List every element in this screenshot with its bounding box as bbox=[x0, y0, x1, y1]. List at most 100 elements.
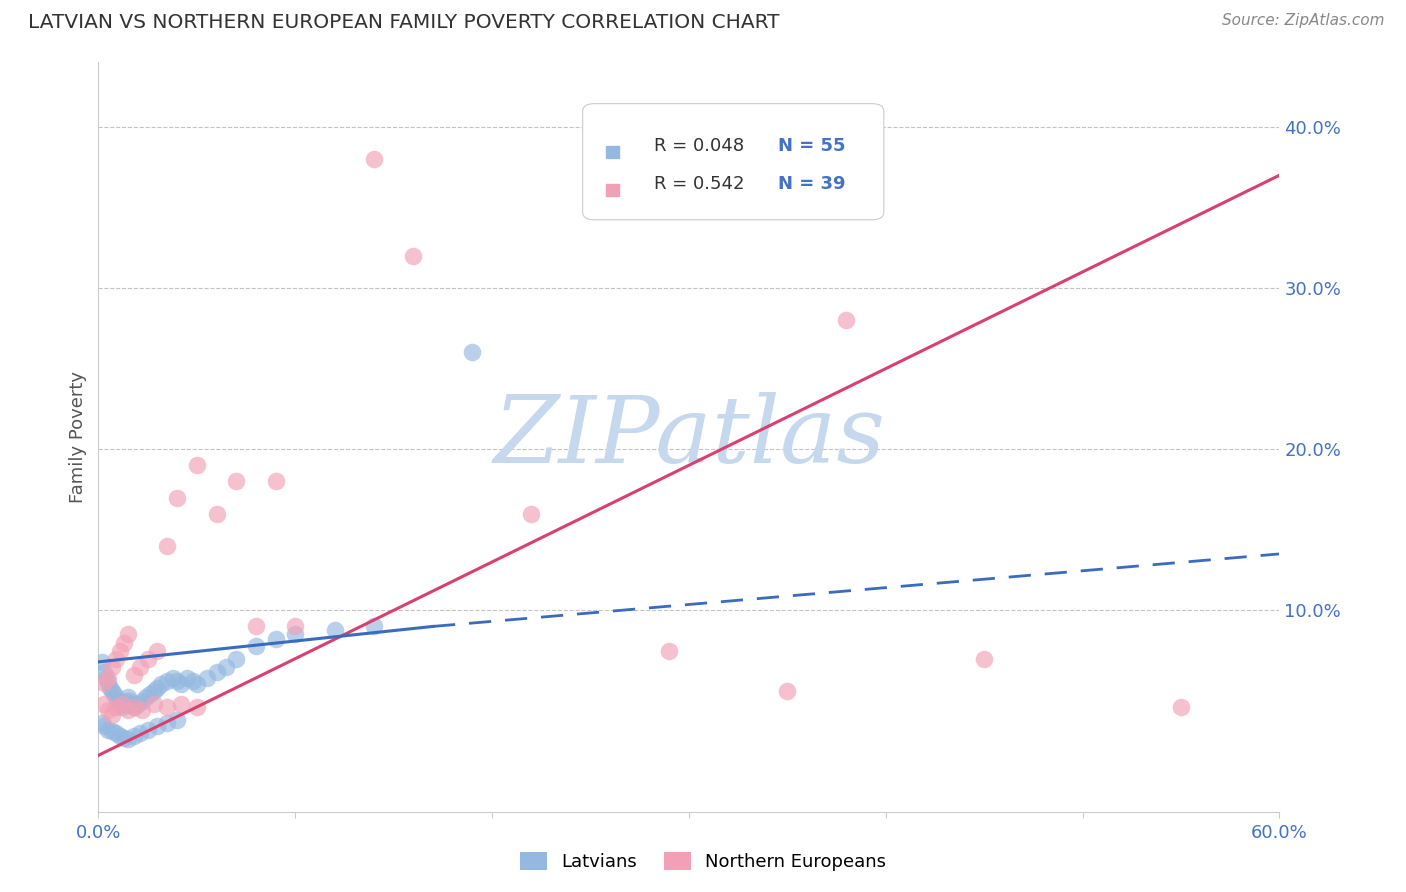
Point bbox=[105, 725, 128, 739]
Point bbox=[264, 632, 287, 647]
Bar bbox=[606, 146, 619, 159]
Point bbox=[117, 703, 139, 717]
Text: LATVIAN VS NORTHERN EUROPEAN FAMILY POVERTY CORRELATION CHART: LATVIAN VS NORTHERN EUROPEAN FAMILY POVE… bbox=[28, 13, 779, 32]
Point bbox=[186, 458, 208, 473]
Text: N = 39: N = 39 bbox=[778, 175, 845, 193]
Point bbox=[122, 667, 145, 681]
Point bbox=[127, 697, 149, 711]
Point bbox=[195, 671, 218, 685]
Bar bbox=[606, 184, 619, 196]
Point bbox=[111, 700, 134, 714]
Point bbox=[112, 697, 135, 711]
Point bbox=[103, 687, 125, 701]
Point bbox=[1170, 700, 1192, 714]
Point bbox=[101, 708, 124, 723]
Point bbox=[323, 623, 346, 637]
Point bbox=[658, 643, 681, 657]
Point bbox=[138, 687, 160, 701]
Point bbox=[122, 700, 145, 714]
Point bbox=[142, 684, 165, 698]
Point bbox=[156, 700, 179, 714]
Point bbox=[146, 719, 169, 733]
Point bbox=[520, 507, 543, 521]
Point bbox=[156, 674, 179, 689]
Point bbox=[142, 697, 165, 711]
Point bbox=[105, 690, 128, 705]
Point bbox=[363, 152, 385, 166]
Point bbox=[97, 703, 120, 717]
Point bbox=[136, 651, 159, 665]
Point bbox=[146, 681, 169, 695]
Point bbox=[225, 475, 247, 489]
Point bbox=[108, 643, 131, 657]
Point bbox=[973, 651, 995, 665]
Point bbox=[284, 627, 307, 641]
Point bbox=[205, 507, 228, 521]
Point bbox=[225, 651, 247, 665]
Point bbox=[162, 671, 184, 685]
Point bbox=[363, 619, 385, 633]
Point bbox=[97, 723, 120, 737]
Legend: Latvians, Northern Europeans: Latvians, Northern Europeans bbox=[512, 845, 894, 879]
Point bbox=[128, 659, 150, 673]
Point bbox=[186, 700, 208, 714]
Point bbox=[166, 713, 188, 727]
Point bbox=[96, 671, 118, 685]
Point bbox=[111, 697, 134, 711]
Point bbox=[112, 731, 135, 745]
Point bbox=[101, 724, 124, 739]
Point bbox=[117, 732, 139, 747]
Point bbox=[131, 703, 153, 717]
Point bbox=[176, 671, 198, 685]
Point bbox=[215, 659, 238, 673]
Point bbox=[105, 700, 128, 714]
Point bbox=[97, 671, 120, 685]
Point bbox=[170, 677, 193, 691]
Point bbox=[105, 651, 128, 665]
Point bbox=[264, 475, 287, 489]
Point bbox=[91, 716, 114, 731]
Point bbox=[150, 677, 173, 691]
Point bbox=[136, 723, 159, 737]
Point bbox=[245, 639, 267, 653]
Point bbox=[91, 655, 114, 669]
Point bbox=[128, 725, 150, 739]
Point bbox=[108, 729, 131, 743]
Point bbox=[156, 539, 179, 553]
Text: N = 55: N = 55 bbox=[778, 137, 845, 155]
Point bbox=[101, 684, 124, 698]
Point bbox=[135, 690, 157, 705]
Point bbox=[108, 697, 131, 711]
Y-axis label: Family Poverty: Family Poverty bbox=[69, 371, 87, 503]
Point bbox=[156, 716, 179, 731]
FancyBboxPatch shape bbox=[582, 103, 884, 219]
Point bbox=[181, 674, 204, 689]
Point bbox=[112, 635, 135, 649]
Point bbox=[115, 693, 138, 707]
Point bbox=[93, 719, 115, 733]
Point bbox=[166, 674, 188, 689]
Point bbox=[835, 313, 858, 327]
Point bbox=[170, 697, 193, 711]
Point bbox=[117, 627, 139, 641]
Text: ZIPatlas: ZIPatlas bbox=[494, 392, 884, 482]
Text: Source: ZipAtlas.com: Source: ZipAtlas.com bbox=[1222, 13, 1385, 29]
Point bbox=[93, 665, 115, 679]
Point bbox=[146, 643, 169, 657]
Point bbox=[107, 693, 129, 707]
Point bbox=[245, 619, 267, 633]
Point bbox=[122, 729, 145, 743]
Point bbox=[118, 693, 141, 707]
Point bbox=[186, 677, 208, 691]
Point bbox=[402, 249, 425, 263]
Text: R = 0.048: R = 0.048 bbox=[654, 137, 744, 155]
Point bbox=[97, 675, 120, 690]
Point bbox=[121, 697, 143, 711]
Point bbox=[117, 690, 139, 705]
Point bbox=[101, 659, 124, 673]
Point bbox=[122, 700, 145, 714]
Point bbox=[93, 697, 115, 711]
Point bbox=[93, 675, 115, 690]
Point bbox=[284, 619, 307, 633]
Point bbox=[461, 345, 484, 359]
